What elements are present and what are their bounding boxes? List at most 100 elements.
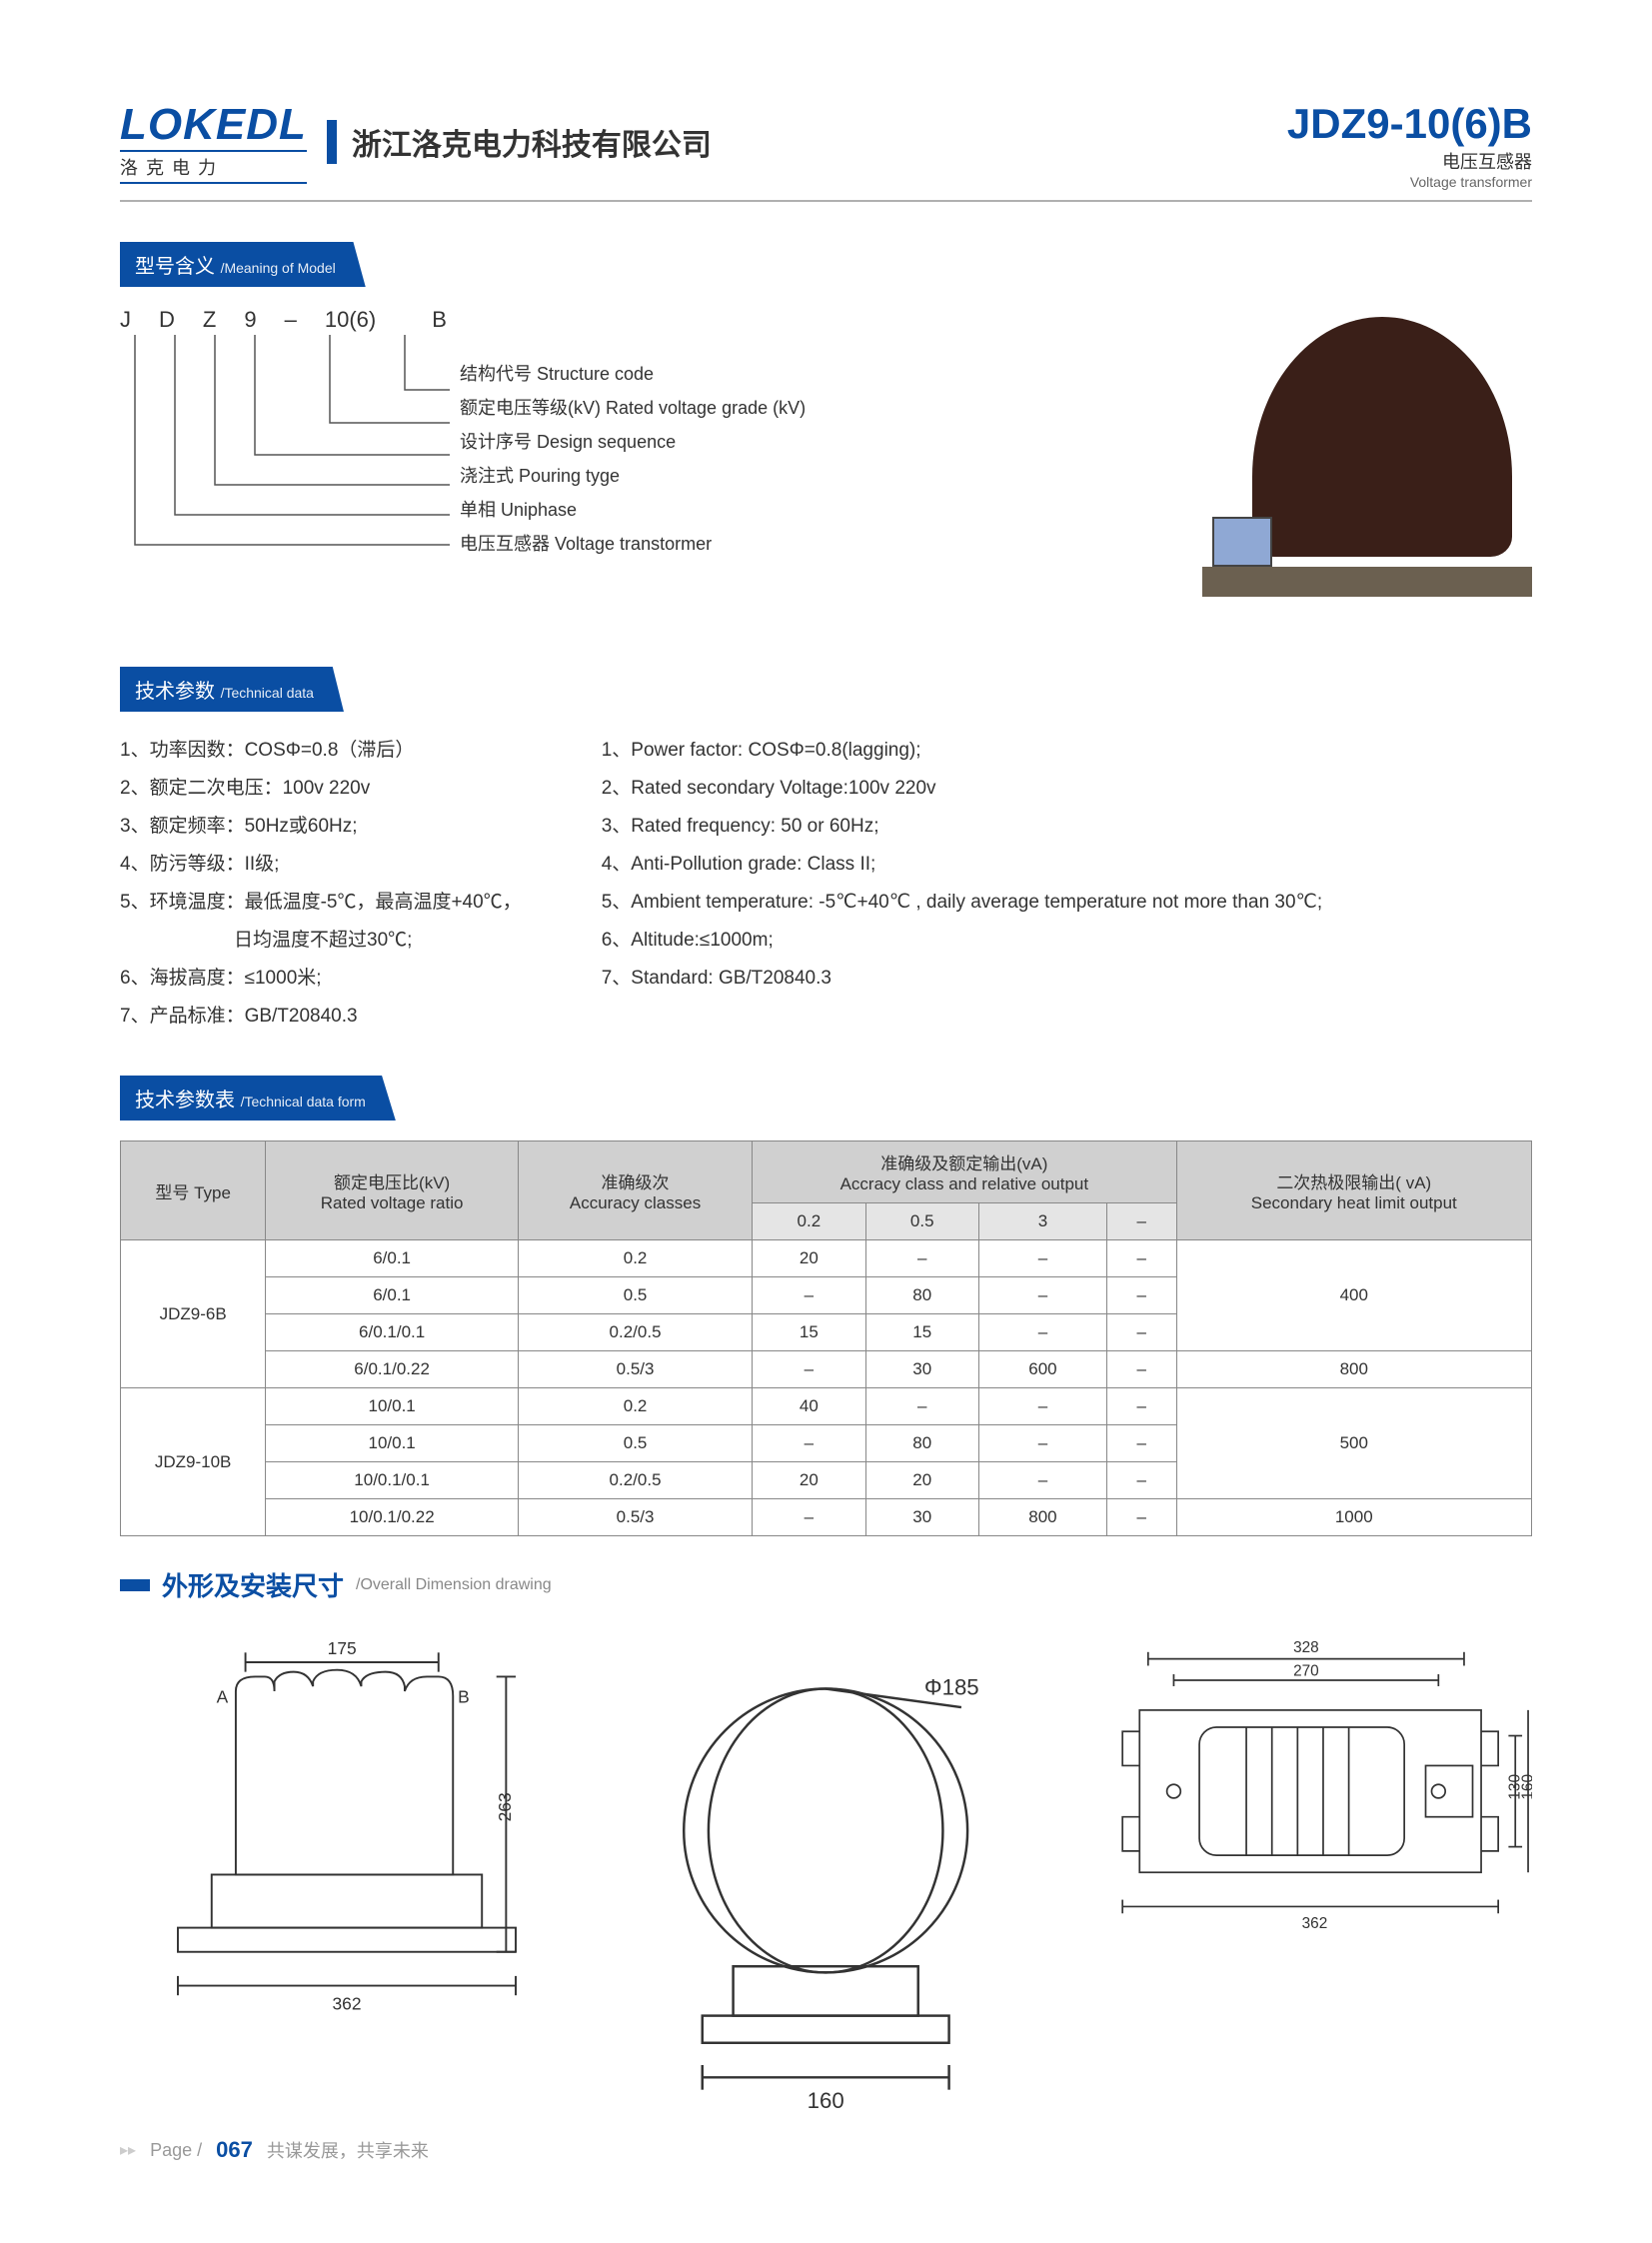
td-acc: 0.2/0.5	[518, 1462, 752, 1499]
head-bar-icon	[120, 1579, 150, 1591]
th-sub: 3	[978, 1203, 1106, 1240]
drawing-top: 328 270 130 160 362	[1088, 1633, 1532, 2132]
model-label: 结构代号 Structure code	[460, 357, 806, 391]
th-ratio: 额定电压比(kV) Rated voltage ratio	[266, 1141, 519, 1240]
td-val: –	[1106, 1425, 1176, 1462]
drawings-row: 175 A B 263 362 Φ185 160	[120, 1633, 1532, 2132]
td-type: JDZ9-6B	[121, 1240, 266, 1388]
model-letter: J	[120, 307, 131, 333]
model-section: JDZ9–10(6)B 结构代号 Structure code额定电压等级(kV…	[120, 307, 1532, 617]
tech-item: 1、Power factor: COSΦ=0.8(lagging);	[602, 732, 1322, 770]
td-val: 30	[865, 1351, 978, 1388]
td-type: JDZ9-10B	[121, 1388, 266, 1536]
td-val: –	[978, 1388, 1106, 1425]
footer-motto: 共谋发展，共享未来	[267, 2137, 429, 2163]
dim-label: 263	[495, 1792, 515, 1821]
chevron-icon: ▸▸	[120, 2140, 136, 2160]
section-head-cn: 型号含义	[135, 256, 215, 278]
model-label: 额定电压等级(kV) Rated voltage grade (kV)	[460, 391, 806, 425]
td-val: –	[753, 1499, 865, 1536]
dim-label: 328	[1293, 1639, 1319, 1656]
td-val: 600	[978, 1351, 1106, 1388]
td-acc: 0.5/3	[518, 1499, 752, 1536]
td-sec: 800	[1176, 1351, 1531, 1388]
dim-label: A	[217, 1687, 229, 1707]
table-row: JDZ9-6B6/0.10.220–––400	[121, 1240, 1532, 1277]
model-letters: JDZ9–10(6)B	[120, 307, 447, 333]
logo-text: LOKEDL	[120, 100, 307, 150]
td-val: 80	[865, 1277, 978, 1314]
td-val: 20	[865, 1462, 978, 1499]
table-row: 6/0.1/0.220.5/3–30600–800	[121, 1351, 1532, 1388]
tech-list-cn: 1、功率因数：COSΦ=0.8（滞后）2、额定二次电压：100v 220v3、额…	[120, 732, 522, 1036]
model-letter: D	[159, 307, 175, 333]
tech-data-lists: 1、功率因数：COSΦ=0.8（滞后）2、额定二次电压：100v 220v3、额…	[120, 732, 1532, 1036]
product-code: JDZ9-10(6)B	[1287, 100, 1532, 148]
td-val: –	[1106, 1240, 1176, 1277]
tech-list-en: 1、Power factor: COSΦ=0.8(lagging);2、Rate…	[602, 732, 1322, 1036]
section-head-en: /Technical data form	[241, 1094, 366, 1110]
tech-item: 6、海拔高度：≤1000米;	[120, 960, 522, 998]
tech-item: 7、产品标准：GB/T20840.3	[120, 998, 522, 1036]
td-val: 15	[865, 1314, 978, 1351]
photo-body	[1252, 317, 1512, 557]
dim-label: 160	[1519, 1774, 1532, 1800]
dim-label: 362	[1301, 1915, 1327, 1932]
tech-item: 6、Altitude:≤1000m;	[602, 922, 1322, 960]
th-acc: 准确级次 Accuracy classes	[518, 1141, 752, 1240]
section-head-cn: 技术参数表	[135, 1090, 235, 1112]
td-ratio: 10/0.1	[266, 1388, 519, 1425]
photo-base	[1202, 567, 1532, 597]
td-val: 80	[865, 1425, 978, 1462]
td-ratio: 6/0.1	[266, 1277, 519, 1314]
page-footer: ▸▸ Page / 067 共谋发展，共享未来	[120, 2137, 429, 2163]
logo-subtext: 洛克电力	[120, 150, 307, 184]
model-letter: –	[285, 307, 297, 333]
th-sub: 0.2	[753, 1203, 865, 1240]
model-letter: 10(6)	[325, 307, 376, 333]
dim-label: 160	[808, 2088, 844, 2113]
td-val: –	[753, 1425, 865, 1462]
section-head-drawing: 外形及安装尺寸 /Overall Dimension drawing	[120, 1566, 1532, 1603]
td-val: –	[978, 1277, 1106, 1314]
td-val: 40	[753, 1388, 865, 1425]
td-ratio: 6/0.1/0.22	[266, 1351, 519, 1388]
tech-item: 1、功率因数：COSΦ=0.8（滞后）	[120, 732, 522, 770]
tech-item: 2、额定二次电压：100v 220v	[120, 770, 522, 808]
td-val: –	[1106, 1351, 1176, 1388]
td-ratio: 10/0.1	[266, 1425, 519, 1462]
td-ratio: 6/0.1	[266, 1240, 519, 1277]
td-acc: 0.2	[518, 1388, 752, 1425]
dim-label: Φ185	[924, 1675, 979, 1700]
tech-item: 2、Rated secondary Voltage:100v 220v	[602, 770, 1322, 808]
section-head-model: 型号含义 /Meaning of Model	[120, 242, 366, 287]
th-type: 型号 Type	[121, 1141, 266, 1240]
td-ratio: 10/0.1/0.22	[266, 1499, 519, 1536]
dim-label: 270	[1293, 1663, 1319, 1680]
model-labels: 结构代号 Structure code额定电压等级(kV) Rated volt…	[460, 357, 806, 561]
page-number: 067	[216, 2137, 253, 2163]
model-letter: 9	[244, 307, 256, 333]
td-val: –	[753, 1351, 865, 1388]
td-ratio: 6/0.1/0.1	[266, 1314, 519, 1351]
table-row: JDZ9-10B10/0.10.240–––500	[121, 1388, 1532, 1425]
td-val: –	[1106, 1314, 1176, 1351]
td-ratio: 10/0.1/0.1	[266, 1462, 519, 1499]
model-diagram: JDZ9–10(6)B 结构代号 Structure code额定电压等级(kV…	[120, 307, 969, 587]
td-acc: 0.5/3	[518, 1351, 752, 1388]
td-val: 30	[865, 1499, 978, 1536]
td-sec: 500	[1176, 1388, 1531, 1499]
photo-terminal	[1212, 517, 1272, 567]
product-title-block: JDZ9-10(6)B 电压互感器 Voltage transformer	[1287, 100, 1532, 190]
td-val: –	[753, 1277, 865, 1314]
td-acc: 0.5	[518, 1277, 752, 1314]
model-bracket-svg	[130, 335, 460, 575]
th-sub: –	[1106, 1203, 1176, 1240]
spec-table: 型号 Type 额定电压比(kV) Rated voltage ratio 准确…	[120, 1140, 1532, 1536]
section-head-cn: 外形及安装尺寸	[162, 1566, 344, 1603]
td-val: –	[1106, 1462, 1176, 1499]
td-acc: 0.2/0.5	[518, 1314, 752, 1351]
td-acc: 0.2	[518, 1240, 752, 1277]
td-val: –	[978, 1462, 1106, 1499]
td-val: 800	[978, 1499, 1106, 1536]
